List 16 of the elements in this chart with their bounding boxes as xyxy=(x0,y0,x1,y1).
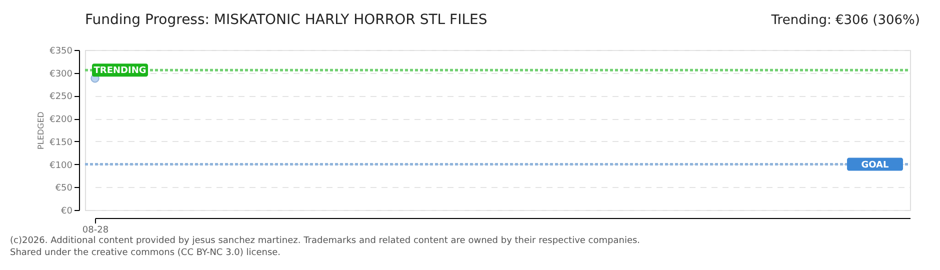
text: (c)2026. Additional content provided by jesus sanchez martinez. Trademarks and related content are owned by their respective companies. xyxy=(10,236,640,246)
y-tick-label: €200 xyxy=(50,115,73,126)
y-tick-label: €250 xyxy=(50,92,73,102)
y-tick-label: €150 xyxy=(50,138,73,148)
y-tick-label: €50 xyxy=(55,184,73,194)
y-tick-label: €100 xyxy=(50,160,73,171)
y-tick-label: €0 xyxy=(61,206,73,216)
y-tick-label: €300 xyxy=(50,69,73,80)
ref-line-label: GOAL xyxy=(861,160,890,170)
y-axis-title: PLEDGED xyxy=(36,112,46,150)
text: Trending: €306 (306%) xyxy=(770,13,920,28)
text: Funding Progress: MISKATONIC HARLY HORROR STL FILES xyxy=(85,12,488,28)
ref-line-label: TRENDING xyxy=(94,66,146,76)
y-tick-label: €350 xyxy=(50,46,73,56)
x-tick-label: 08-28 xyxy=(82,226,109,236)
text: Shared under the creative commons (CC BY-NC 3.0) license. xyxy=(10,248,281,258)
